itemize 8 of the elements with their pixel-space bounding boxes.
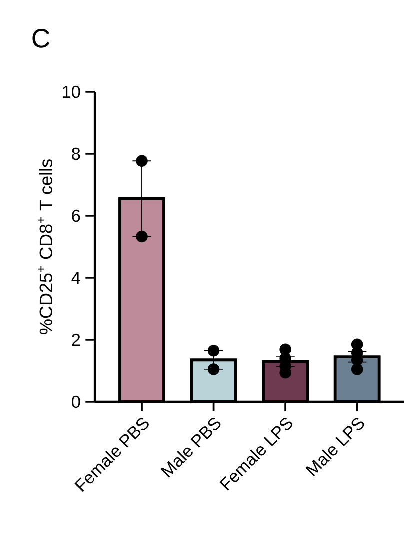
y-axis-title: %CD25$^{+}$ CD8$^{+}$ T cells — [38, 160, 53, 334]
y-tick-label: 0 — [72, 396, 80, 408]
y-tick-label: 8 — [72, 148, 80, 160]
y-tick-label: 4 — [72, 272, 80, 284]
y-tick-label: 6 — [72, 210, 80, 222]
chart-title: C — [32, 29, 50, 48]
y-tick-label: 2 — [72, 334, 80, 346]
y-tick-label: 10 — [62, 86, 80, 98]
